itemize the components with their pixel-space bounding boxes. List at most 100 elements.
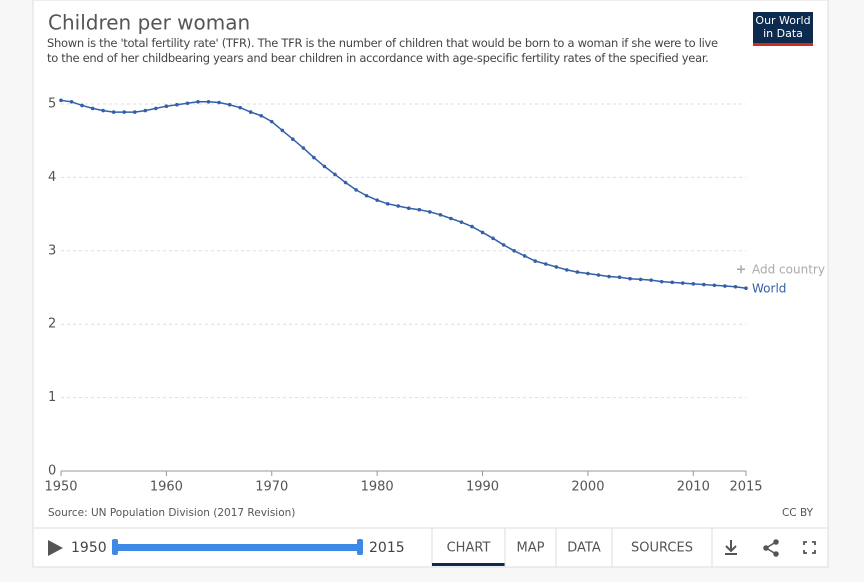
data-point	[375, 198, 379, 202]
tab[interactable]: SOURCES	[631, 541, 693, 556]
timeline-handle[interactable]	[357, 539, 363, 555]
data-point	[69, 99, 74, 104]
data-point	[522, 254, 527, 258]
data-point	[80, 103, 84, 108]
legend-label: World	[752, 282, 786, 296]
logo-text: Our World	[755, 14, 810, 27]
subtitle-box: Shown is the 'total fertility rate' (TFR…	[47, 36, 718, 65]
data-point	[543, 262, 548, 266]
data-point	[227, 102, 232, 107]
data-point	[712, 283, 717, 288]
y-tick-label: 2	[48, 317, 56, 332]
y-tick-label: 4	[48, 170, 56, 185]
x-tick-label: 1970	[255, 480, 288, 495]
share-icon[interactable]	[763, 539, 779, 557]
data-point	[154, 106, 158, 111]
data-point	[175, 102, 179, 107]
data-point	[533, 259, 538, 263]
timeline-handle[interactable]	[112, 539, 118, 555]
data-point	[101, 108, 105, 113]
x-tick-label: 1980	[361, 480, 394, 495]
data-point	[312, 155, 316, 160]
data-point	[333, 172, 337, 177]
data-point	[217, 100, 221, 105]
data-point	[143, 108, 148, 113]
data-point	[301, 146, 306, 150]
tab[interactable]: DATA	[567, 541, 601, 556]
data-point	[480, 230, 485, 235]
timeline-track[interactable]	[115, 544, 360, 551]
license: CC BY	[782, 507, 814, 519]
x-tick-label: 2000	[571, 480, 604, 495]
data-point	[691, 282, 696, 286]
data-point	[385, 202, 390, 206]
data-point	[670, 280, 675, 285]
y-tick-label: 5	[48, 97, 56, 112]
logo[interactable]	[753, 12, 813, 46]
play-button[interactable]	[48, 540, 63, 556]
data-point	[512, 249, 516, 253]
data-point	[575, 270, 580, 274]
data-point	[596, 273, 601, 277]
download-icon[interactable]	[725, 540, 737, 555]
data-point	[343, 180, 348, 185]
data-point	[364, 193, 369, 198]
data-point	[164, 104, 169, 109]
x-tick-label: 1950	[44, 480, 77, 495]
tab[interactable]: CHART	[447, 541, 491, 556]
add-country[interactable]: Add country	[752, 263, 825, 277]
data-point	[723, 284, 727, 288]
chart-title: Children per woman	[48, 11, 250, 35]
tabs: CHART MAP DATA SOURCES	[431, 528, 693, 567]
x-tick-label: 1960	[150, 480, 183, 495]
x-tick-label: 2015	[729, 480, 762, 495]
data-point	[238, 105, 242, 110]
data-point	[628, 276, 632, 281]
data-point	[680, 281, 685, 285]
timeline-start: 1950	[71, 540, 107, 556]
data-point	[607, 274, 611, 279]
logo-bar	[753, 43, 813, 46]
data-point	[586, 271, 590, 276]
y-tick-label: 1	[48, 390, 56, 405]
x-tick-label: 2010	[677, 480, 710, 495]
data-point	[280, 128, 285, 133]
data-point	[90, 106, 95, 111]
data-point	[417, 207, 422, 212]
data-point	[649, 278, 653, 282]
data-point	[659, 279, 664, 284]
data-point	[617, 275, 622, 280]
x-tick-label: 1990	[466, 480, 499, 495]
data-point	[196, 99, 200, 104]
data-point	[111, 110, 116, 114]
fullscreen-icon[interactable]	[803, 541, 816, 554]
y-tick-label: 0	[48, 464, 56, 479]
data-point	[354, 188, 358, 192]
data-point	[428, 210, 432, 214]
data-point	[459, 220, 464, 224]
data-point	[259, 113, 264, 118]
data-point	[248, 110, 253, 114]
source: Source: UN Population Division (2017 Rev…	[48, 507, 295, 519]
data-point	[470, 224, 474, 229]
data-point	[491, 236, 495, 241]
data-point	[702, 282, 706, 287]
data-point	[291, 137, 295, 142]
timeline-end: 2015	[369, 540, 405, 556]
data-point	[744, 286, 748, 291]
data-point	[132, 110, 137, 114]
data-point	[269, 119, 274, 124]
add-icon	[737, 265, 745, 274]
data-point	[185, 101, 190, 106]
tab[interactable]: MAP	[517, 541, 545, 556]
tab-active	[432, 563, 505, 566]
data-point	[733, 284, 738, 289]
data-point	[406, 206, 411, 211]
data-point	[322, 164, 327, 169]
data-point	[501, 243, 506, 247]
y-tick-label: 3	[48, 243, 56, 258]
data-point	[449, 216, 453, 221]
data-point	[554, 265, 559, 269]
